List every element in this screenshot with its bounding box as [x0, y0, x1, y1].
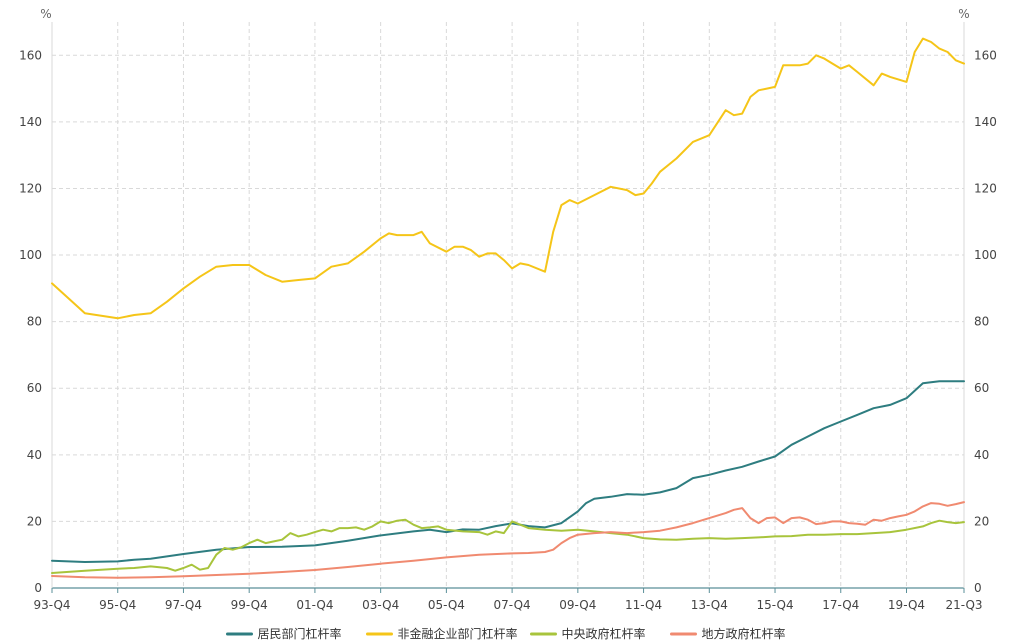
x-tick-label: 13-Q4: [691, 598, 728, 612]
y-tick-label-right: 140: [974, 115, 997, 129]
x-tick-label: 05-Q4: [428, 598, 465, 612]
y-tick-label-right: 100: [974, 248, 997, 262]
y-tick-label-left: 100: [19, 248, 42, 262]
y-tick-label-right: 120: [974, 181, 997, 195]
y-tick-label-right: 0: [974, 581, 982, 595]
y-unit-left: %: [40, 7, 51, 21]
grid-lines: [52, 22, 964, 588]
y-unit-right: %: [958, 7, 969, 21]
x-tick-label: 21-Q3: [945, 598, 982, 612]
y-tick-label-left: 160: [19, 48, 42, 62]
series-line-1: [51, 380, 965, 563]
x-tick-label: 03-Q4: [362, 598, 399, 612]
series-line-3: [51, 518, 965, 574]
legend-label-3: 中央政府杠杆率: [562, 626, 646, 641]
x-tick-label: 93-Q4: [33, 598, 70, 612]
y-tick-label-right: 80: [974, 315, 989, 329]
x-tick-label: 99-Q4: [231, 598, 268, 612]
x-tick-label: 01-Q4: [296, 598, 333, 612]
y-tick-label-right: 20: [974, 514, 989, 528]
legend-label-1: 居民部门杠杆率: [258, 626, 342, 641]
y-tick-label-left: 120: [19, 181, 42, 195]
legend-label-2: 非金融企业部门杠杆率: [398, 626, 518, 641]
legend-label-4: 地方政府杠杆率: [702, 626, 786, 641]
series-line-2: [51, 37, 965, 320]
y-tick-label-right: 40: [974, 448, 989, 462]
y-tick-label-left: 0: [34, 581, 42, 595]
x-tick-label: 17-Q4: [822, 598, 859, 612]
x-tick-label: 19-Q4: [888, 598, 925, 612]
x-tick-label: 15-Q4: [756, 598, 793, 612]
x-tick-label: 97-Q4: [165, 598, 202, 612]
x-tick-label: 07-Q4: [494, 598, 531, 612]
x-tick-label: 11-Q4: [625, 598, 662, 612]
legend: 居民部门杠杆率 非金融企业部门杠杆率 中央政府杠杆率 地方政府杠杆率: [226, 626, 786, 641]
y-tick-label-left: 20: [27, 514, 42, 528]
y-tick-label-left: 40: [27, 448, 42, 462]
series-line-4: [51, 501, 965, 579]
y-tick-label-left: 60: [27, 381, 42, 395]
x-tick-label: 95-Q4: [99, 598, 136, 612]
y-tick-label-right: 160: [974, 48, 997, 62]
y-tick-label-left: 80: [27, 315, 42, 329]
y-tick-label-left: 140: [19, 115, 42, 129]
x-tick-label: 09-Q4: [559, 598, 596, 612]
axes: 0 0 20 20 40 40 60 60 80 80 100 100 120 120 140 140 160 1…: [19, 7, 997, 612]
y-tick-label-right: 60: [974, 381, 989, 395]
series-lines: [51, 37, 965, 579]
